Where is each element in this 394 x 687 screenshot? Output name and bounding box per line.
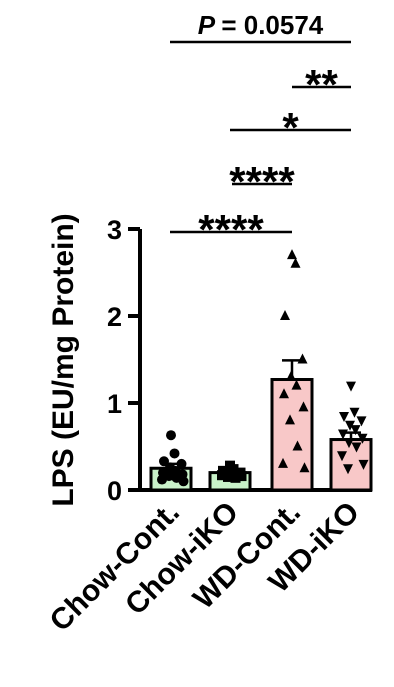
bar <box>270 378 314 492</box>
data-point <box>230 472 241 483</box>
data-point <box>166 430 176 441</box>
data-point <box>339 412 349 423</box>
data-point <box>343 464 353 475</box>
data-point <box>350 425 361 436</box>
significance-label: P = 0.0574 <box>198 10 324 40</box>
data-point <box>351 442 362 453</box>
data-point <box>346 381 356 392</box>
data-point <box>287 249 297 260</box>
data-point <box>169 448 180 459</box>
data-point <box>358 459 369 470</box>
y-tick-label: 1 <box>107 389 122 419</box>
y-tick-label: 3 <box>107 215 122 245</box>
data-point <box>292 440 303 451</box>
data-point <box>345 420 355 431</box>
data-point <box>279 388 289 399</box>
y-axis-label: LPS (EU/mg Protein) <box>47 213 80 506</box>
data-point <box>299 462 310 473</box>
data-point <box>337 451 347 462</box>
data-point <box>297 353 308 364</box>
significance-label: **** <box>198 206 264 253</box>
data-point <box>290 257 301 268</box>
data-point <box>286 370 296 381</box>
y-tick-label: 2 <box>107 302 122 332</box>
data-point <box>291 379 302 390</box>
data-point <box>178 476 189 487</box>
data-point <box>157 474 167 485</box>
data-point <box>285 414 295 425</box>
data-point <box>176 458 187 469</box>
data-point <box>357 433 368 444</box>
data-point <box>338 429 348 440</box>
data-point <box>356 416 367 427</box>
data-point <box>217 470 227 481</box>
data-point <box>278 457 288 468</box>
data-point <box>236 471 247 482</box>
data-point <box>280 310 290 320</box>
significance-label: **** <box>229 158 295 205</box>
data-point <box>159 456 169 467</box>
data-point <box>223 471 233 482</box>
data-point <box>349 407 360 418</box>
data-point <box>298 401 309 412</box>
significance-label: ** <box>305 61 338 108</box>
y-tick-label: 0 <box>107 476 122 506</box>
significance-label: * <box>282 104 299 151</box>
data-point <box>344 438 354 449</box>
